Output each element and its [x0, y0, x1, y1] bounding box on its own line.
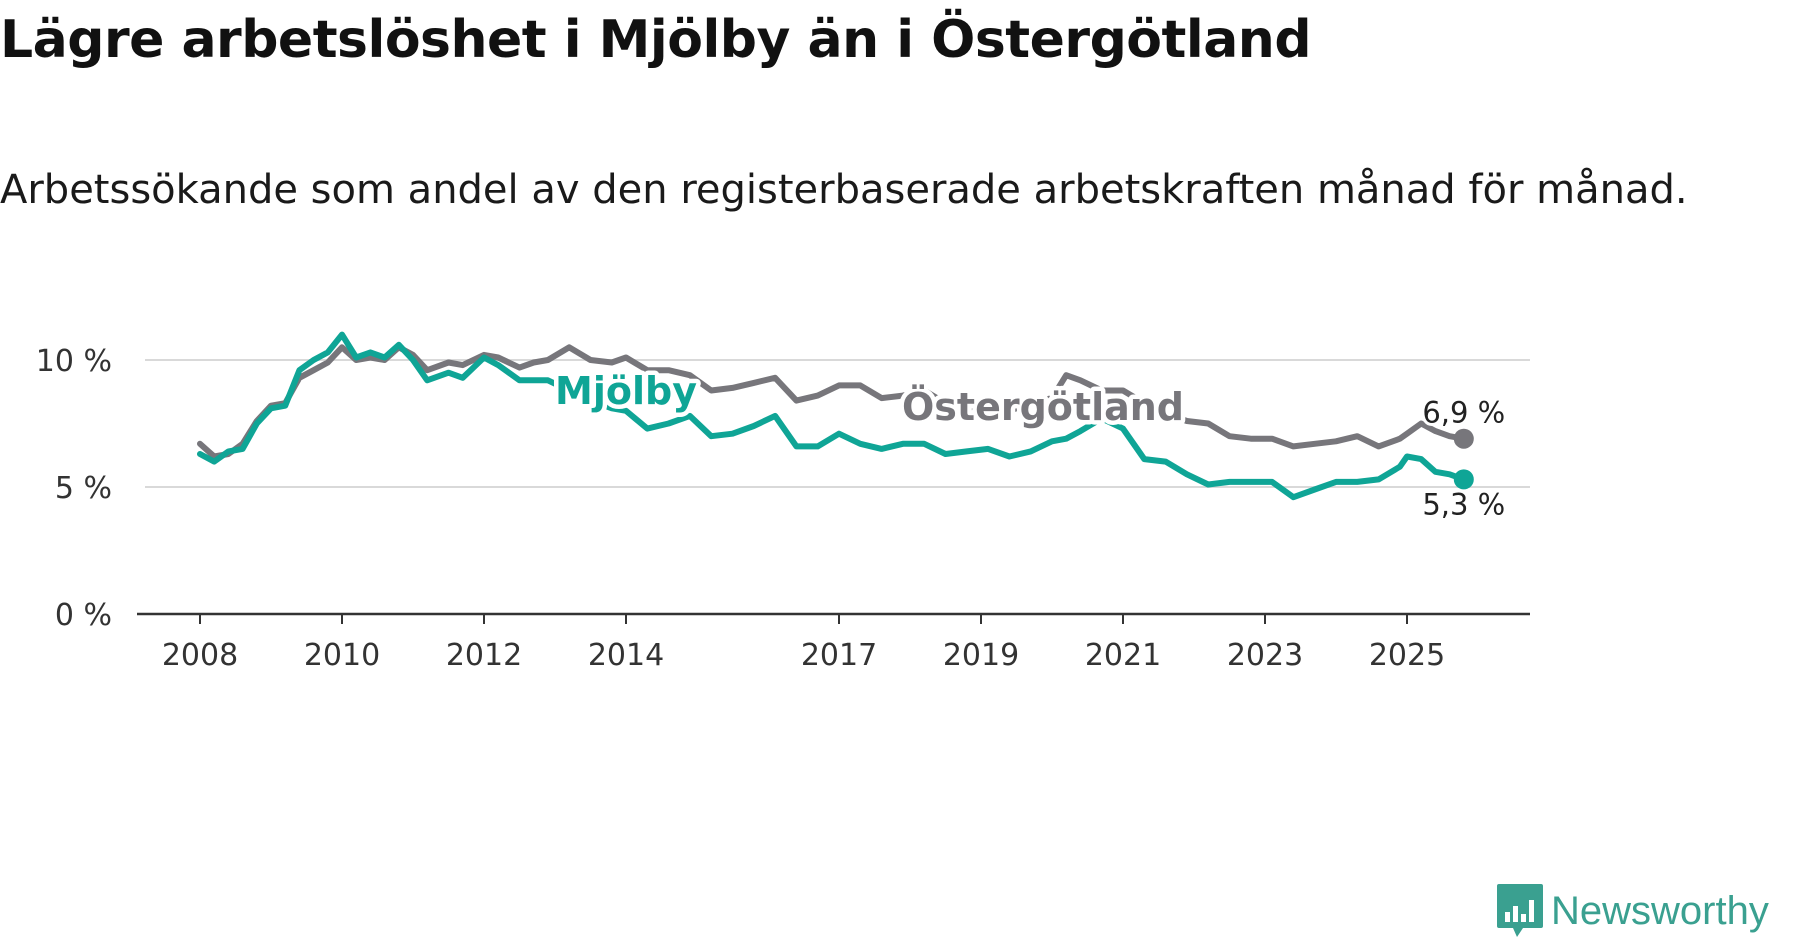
end-value-label: 5,3 % [1422, 487, 1505, 521]
chart-title: Lägre arbetslöshet i Mjölby än i Östergö… [0, 10, 1312, 70]
y-tick-label: 10 % [36, 344, 112, 379]
x-tick-label: 2019 [943, 638, 1019, 673]
x-tick-label: 2008 [162, 638, 238, 673]
newsworthy-logo-icon [1497, 884, 1543, 937]
x-tick-label: 2010 [304, 638, 380, 673]
y-tick-label: 5 % [55, 471, 112, 506]
grid-layer [145, 359, 1530, 488]
label-layer: 6,9 % 5,3 % Östergötland Mjölby [551, 365, 1509, 525]
x-tick-label: 2012 [446, 638, 522, 673]
end-point-marker [1453, 469, 1474, 490]
chart-subtitle: Arbetssökande som andel av den registerb… [0, 167, 1688, 213]
x-tick-label: 2021 [1085, 638, 1161, 673]
newsworthy-brand[interactable]: Newsworthy [1495, 882, 1769, 940]
x-tick-label: 2014 [588, 638, 664, 673]
series-line-stergtland [197, 344, 1467, 460]
axis-layer: 0 % 5 % 10 % 2008 2010 2012 2014 2017 2019 2021 20… [36, 344, 1530, 673]
series-layer [197, 331, 1467, 501]
series-name-label: Östergötland [902, 385, 1184, 429]
end-point-marker [1453, 428, 1474, 449]
x-tick-label: 2023 [1227, 638, 1303, 673]
brand-name: Newsworthy [1551, 888, 1769, 933]
series-name-label: Mjölby [555, 369, 697, 413]
series-line-mjlby [197, 331, 1467, 501]
y-tick-label: 0 % [55, 598, 112, 633]
x-tick-label: 2017 [801, 638, 877, 673]
x-tick-label: 2025 [1369, 638, 1445, 673]
end-value-label: 6,9 % [1422, 396, 1505, 430]
